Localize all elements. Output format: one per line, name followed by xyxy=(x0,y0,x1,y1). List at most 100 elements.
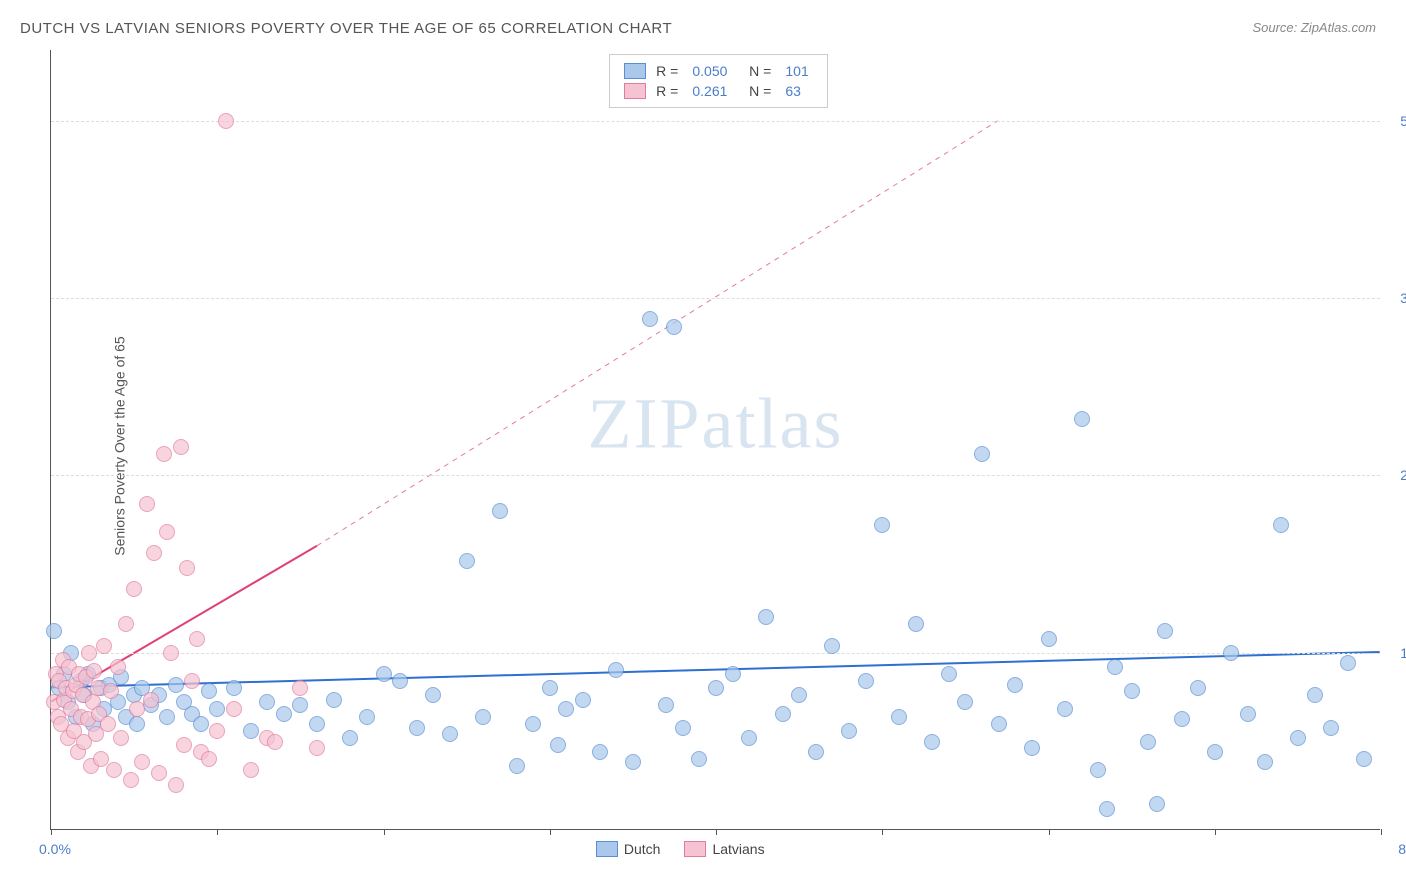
data-point xyxy=(168,777,184,793)
data-point xyxy=(123,772,139,788)
data-point xyxy=(46,623,62,639)
data-point xyxy=(342,730,358,746)
data-point xyxy=(118,616,134,632)
n-value-dutch: 101 xyxy=(785,63,808,79)
data-point xyxy=(139,496,155,512)
data-point xyxy=(542,680,558,696)
data-point xyxy=(146,545,162,561)
swatch-dutch xyxy=(596,841,618,857)
data-point xyxy=(675,720,691,736)
data-point xyxy=(791,687,807,703)
data-point xyxy=(1041,631,1057,647)
data-point xyxy=(642,311,658,327)
data-point xyxy=(708,680,724,696)
data-point xyxy=(93,751,109,767)
data-point xyxy=(1149,796,1165,812)
data-point xyxy=(1356,751,1372,767)
data-point xyxy=(1157,623,1173,639)
data-point xyxy=(126,581,142,597)
stats-row-latvians: R = 0.261 N = 63 xyxy=(624,81,813,101)
data-point xyxy=(1107,659,1123,675)
data-point xyxy=(841,723,857,739)
data-point xyxy=(666,319,682,335)
stats-legend: R = 0.050 N = 101 R = 0.261 N = 63 xyxy=(609,54,828,108)
swatch-dutch xyxy=(624,63,646,79)
data-point xyxy=(625,754,641,770)
swatch-latvians xyxy=(624,83,646,99)
data-point xyxy=(168,677,184,693)
data-point xyxy=(81,645,97,661)
data-point xyxy=(359,709,375,725)
data-point xyxy=(1057,701,1073,717)
data-point xyxy=(525,716,541,732)
data-point xyxy=(243,762,259,778)
data-point xyxy=(1007,677,1023,693)
data-point xyxy=(492,503,508,519)
data-point xyxy=(184,673,200,689)
x-tick xyxy=(51,829,52,835)
n-label: N = xyxy=(741,83,771,99)
data-point xyxy=(741,730,757,746)
data-point xyxy=(941,666,957,682)
gridline xyxy=(51,298,1380,299)
data-point xyxy=(110,659,126,675)
data-point xyxy=(179,560,195,576)
data-point xyxy=(1124,683,1140,699)
data-point xyxy=(276,706,292,722)
x-tick xyxy=(1049,829,1050,835)
data-point xyxy=(592,744,608,760)
data-point xyxy=(575,692,591,708)
gridline xyxy=(51,475,1380,476)
y-tick-label: 25.0% xyxy=(1400,467,1406,483)
legend-label-dutch: Dutch xyxy=(624,841,661,857)
x-tick xyxy=(716,829,717,835)
x-tick xyxy=(1215,829,1216,835)
data-point xyxy=(193,716,209,732)
gridline xyxy=(51,121,1380,122)
data-point xyxy=(1240,706,1256,722)
n-label: N = xyxy=(741,63,771,79)
data-point xyxy=(259,694,275,710)
data-point xyxy=(1099,801,1115,817)
data-point xyxy=(267,734,283,750)
r-value-dutch: 0.050 xyxy=(692,63,727,79)
swatch-latvians xyxy=(684,841,706,857)
data-point xyxy=(775,706,791,722)
data-point xyxy=(1024,740,1040,756)
data-point xyxy=(96,638,112,654)
data-point xyxy=(1207,744,1223,760)
data-point xyxy=(725,666,741,682)
data-point xyxy=(1223,645,1239,661)
series-legend: Dutch Latvians xyxy=(596,841,765,857)
r-label: R = xyxy=(656,63,678,79)
data-point xyxy=(103,683,119,699)
data-point xyxy=(608,662,624,678)
x-tick xyxy=(1381,829,1382,835)
r-label: R = xyxy=(656,83,678,99)
data-point xyxy=(159,524,175,540)
data-point xyxy=(243,723,259,739)
n-value-latvians: 63 xyxy=(785,83,801,99)
data-point xyxy=(509,758,525,774)
data-point xyxy=(1174,711,1190,727)
data-point xyxy=(209,723,225,739)
data-point xyxy=(957,694,973,710)
data-point xyxy=(808,744,824,760)
data-point xyxy=(100,716,116,732)
data-point xyxy=(376,666,392,682)
data-point xyxy=(226,680,242,696)
data-point xyxy=(658,697,674,713)
x-tick xyxy=(217,829,218,835)
data-point xyxy=(143,692,159,708)
data-point xyxy=(691,751,707,767)
source-attribution: Source: ZipAtlas.com xyxy=(1252,20,1376,35)
data-point xyxy=(558,701,574,717)
data-point xyxy=(824,638,840,654)
data-point xyxy=(173,439,189,455)
data-point xyxy=(891,709,907,725)
data-point xyxy=(156,446,172,462)
data-point xyxy=(1140,734,1156,750)
data-point xyxy=(86,663,102,679)
data-point xyxy=(1090,762,1106,778)
data-point xyxy=(425,687,441,703)
